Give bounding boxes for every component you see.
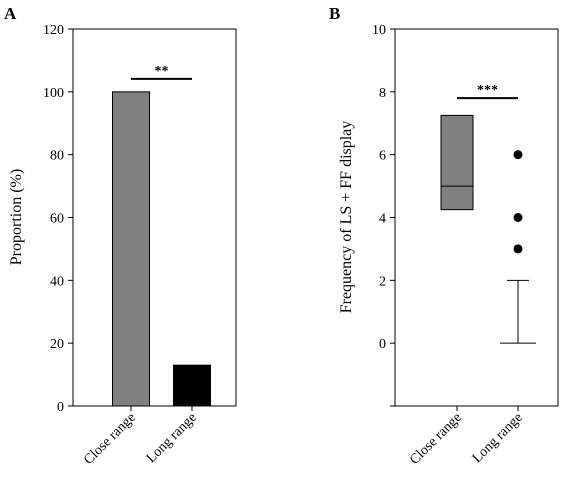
panel-a-category-label: Close range bbox=[81, 410, 139, 468]
panel-a-significance-label: ** bbox=[155, 64, 169, 79]
panel-b-y-tick-label: 8 bbox=[379, 86, 386, 101]
panel-a-y-tick-label: 40 bbox=[50, 274, 64, 289]
panel-b-box bbox=[440, 114, 474, 211]
panel-a: A 0 20 40 60 80 100 120 ** Close range Long ran… bbox=[4, 4, 237, 468]
panel-b-y-tick-label: 6 bbox=[379, 149, 386, 164]
panel-b-categories: Close range Long range bbox=[407, 406, 526, 468]
panel-a-y-tick-label: 80 bbox=[50, 149, 64, 164]
panel-a-bar bbox=[173, 364, 211, 407]
panel-b-y-tick-label: 10 bbox=[372, 23, 386, 38]
panel-a-letter: A bbox=[4, 4, 17, 23]
panel-b-significance: *** bbox=[457, 83, 518, 100]
panel-a-y-tick-label: 100 bbox=[43, 86, 64, 101]
panel-b-y-label: Frequency of LS + FF display bbox=[338, 121, 355, 314]
panel-a-y-tick-label: 20 bbox=[50, 337, 64, 352]
panel-a-bar bbox=[112, 91, 150, 407]
panel-b-y-axis: 0 2 4 6 8 10 bbox=[372, 23, 395, 407]
panel-a-y-axis: 0 20 40 60 80 100 120 bbox=[43, 23, 73, 415]
panel-b-boxes bbox=[440, 114, 536, 344]
panel-a-category-label: Long range bbox=[144, 410, 200, 466]
panel-a-y-tick-label: 120 bbox=[43, 23, 64, 38]
panel-b-outlier-point bbox=[513, 150, 523, 160]
panel-a-y-tick-label: 60 bbox=[50, 212, 64, 227]
panel-b-outlier-point bbox=[513, 244, 523, 254]
panel-b-outlier-point bbox=[513, 213, 523, 222]
panel-b-significance-label: *** bbox=[477, 83, 498, 98]
panel-a-bars bbox=[112, 91, 211, 407]
panel-b-category-label: Close range bbox=[407, 410, 465, 468]
panel-b-category-label: Long range bbox=[470, 410, 526, 466]
panel-a-categories: Close range Long range bbox=[81, 406, 200, 468]
panel-b: B 0 2 4 6 8 10 *** Close range Long range Freq… bbox=[329, 4, 559, 468]
panel-a-significance: ** bbox=[131, 64, 192, 80]
panel-b-y-tick-label: 2 bbox=[379, 274, 386, 289]
panel-b-letter: B bbox=[329, 4, 340, 23]
panel-b-y-tick-label: 0 bbox=[379, 337, 386, 352]
panel-b-y-tick-label: 4 bbox=[379, 212, 386, 227]
panel-a-y-label: Proportion (%) bbox=[8, 169, 25, 265]
panel-a-y-tick-label: 0 bbox=[57, 400, 64, 415]
panel-a-frame bbox=[72, 28, 237, 407]
